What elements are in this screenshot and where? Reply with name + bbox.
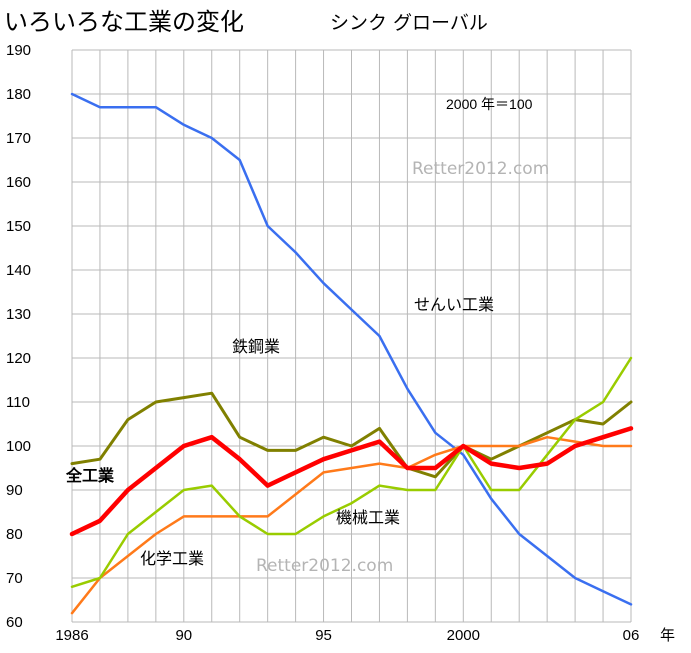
x-tick-label: 06 — [623, 627, 640, 644]
x-tick-label: 1986 — [55, 627, 88, 644]
x-tick-label: 90 — [175, 627, 192, 644]
y-tick-label: 140 — [6, 262, 31, 279]
y-tick-label: 130 — [6, 306, 31, 323]
series-line-2 — [69, 426, 634, 537]
y-tick-label: 80 — [6, 526, 23, 543]
y-tick-label: 150 — [6, 218, 31, 235]
series-lines — [69, 92, 634, 615]
chart-subtitle: シンク グローバル — [330, 12, 488, 34]
series-line-3 — [70, 435, 633, 615]
series-label-chemical: 化学工業 — [140, 549, 204, 568]
series-label-all-industry: 全工業 — [65, 466, 115, 485]
y-tick-label: 180 — [6, 86, 31, 103]
x-axis-tick-labels: 1986 90 95 2000 06 — [55, 627, 639, 644]
grid — [71, 49, 632, 623]
y-tick-label: 190 — [6, 42, 31, 59]
y-tick-label: 110 — [6, 394, 30, 411]
x-tick-label: 2000 — [447, 627, 480, 644]
y-tick-label: 90 — [6, 482, 23, 499]
x-tick-label: 95 — [315, 627, 332, 644]
x-axis-unit-label: 年 — [660, 627, 675, 644]
watermark-top: Retter2012.com — [412, 159, 549, 179]
y-tick-label: 160 — [6, 174, 31, 191]
y-tick-label: 100 — [6, 438, 31, 455]
series-label-machinery: 機械工業 — [336, 508, 400, 527]
series-label-steel: 鉄鋼業 — [232, 337, 280, 356]
series-line-1 — [70, 391, 633, 479]
y-tick-label: 60 — [6, 614, 23, 631]
y-tick-label: 170 — [6, 130, 31, 147]
y-axis-tick-labels: 60 70 80 90 100 110 120 130 140 150 160 170 180 190 — [6, 42, 31, 631]
y-tick-label: 120 — [6, 350, 31, 367]
watermark-bottom: Retter2012.com — [256, 556, 393, 576]
series-line-0 — [70, 92, 633, 606]
chart-title: いろいろな工業の変化 — [4, 8, 244, 36]
y-tick-label: 70 — [6, 570, 23, 587]
series-label-textile: せんい工業 — [414, 295, 494, 314]
baseline-note: 2000 年＝100 — [446, 96, 533, 112]
